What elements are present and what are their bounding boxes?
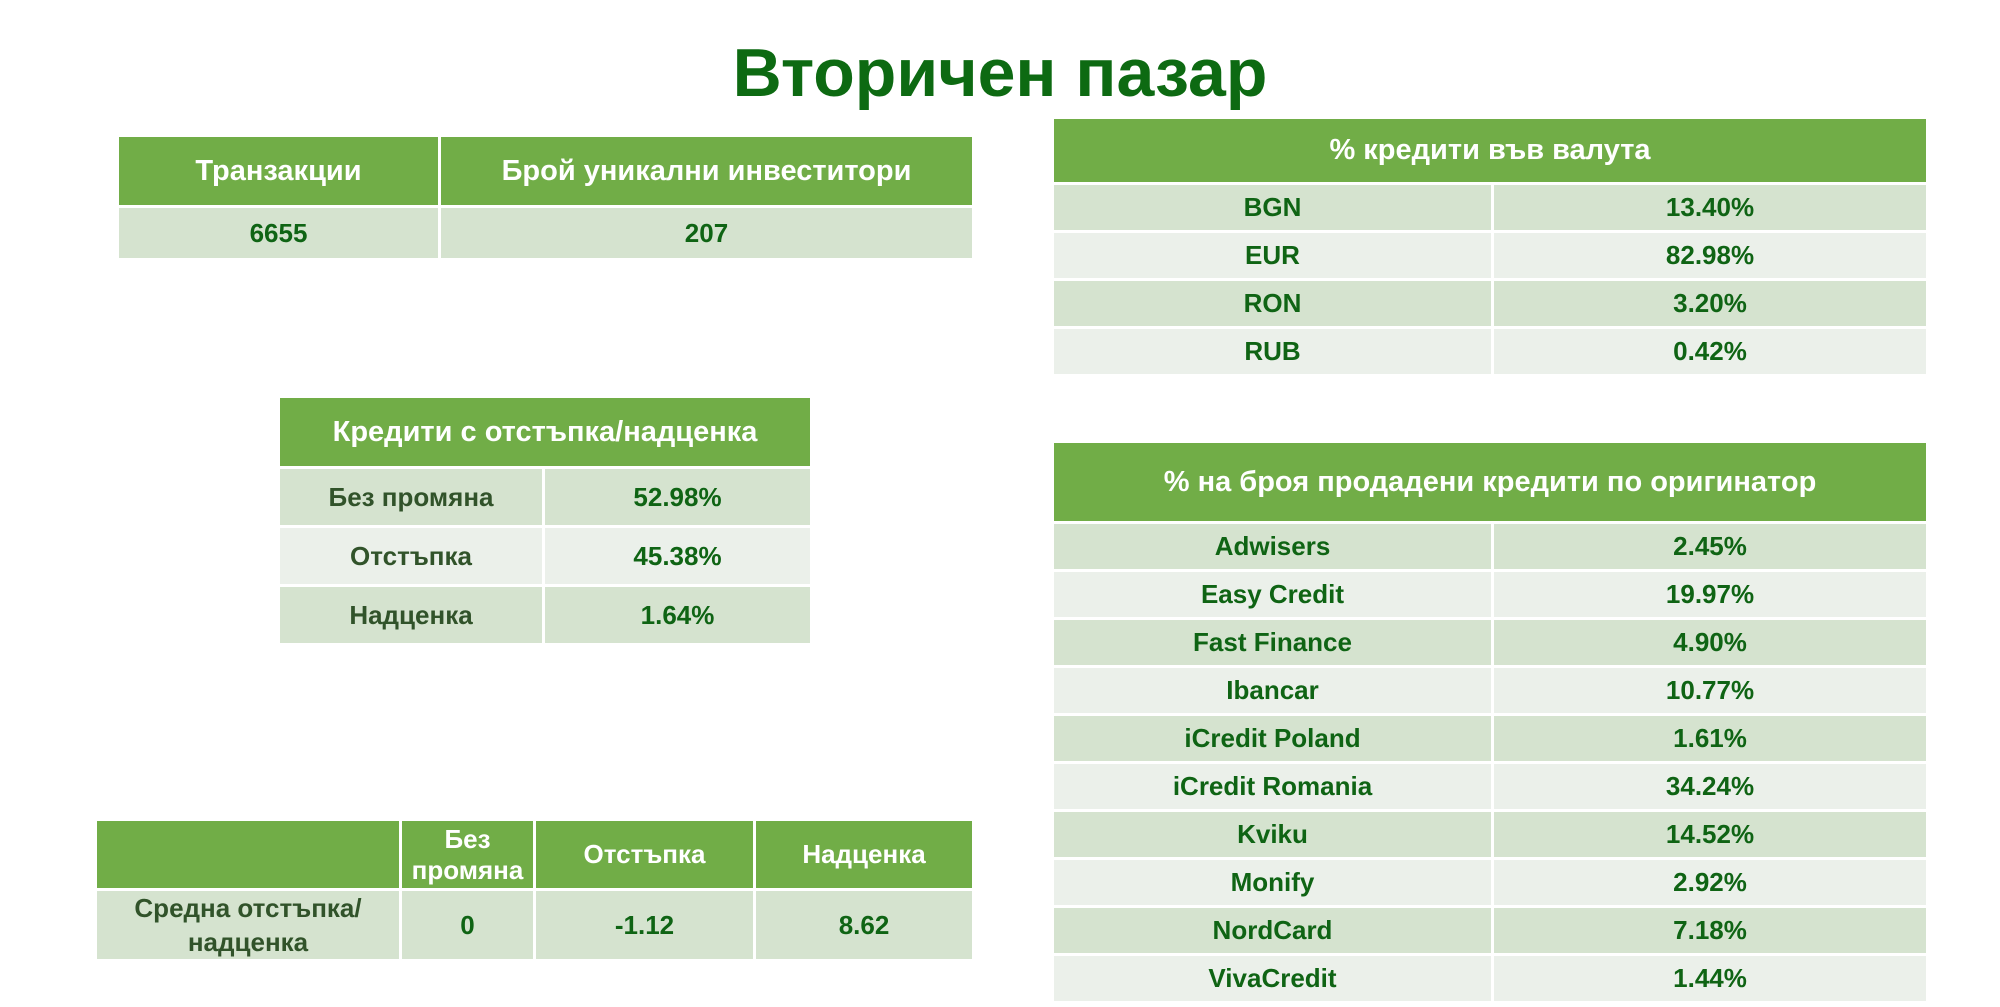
table-row: RUB 0.42% xyxy=(1051,326,1929,377)
table-row: NordCard 7.18% xyxy=(1051,905,1930,956)
row-label: Надценка xyxy=(277,584,545,646)
originator-value: 14.52% xyxy=(1490,809,1930,860)
table-row: RON 3.20% xyxy=(1051,278,1929,329)
originator-value: 10.77% xyxy=(1490,665,1930,716)
originator-value: 2.92% xyxy=(1490,857,1930,908)
discount-value: -1.12 xyxy=(533,888,756,962)
row-value: 45.38% xyxy=(541,525,814,587)
transactions-summary-table: Транзакции Брой уникални инвеститори 665… xyxy=(116,134,975,261)
table-row: BGN 13.40% xyxy=(1051,182,1929,233)
originator-value: 4.90% xyxy=(1490,617,1930,668)
originator-value: 34.24% xyxy=(1490,761,1930,812)
table-row: Kviku 14.52% xyxy=(1051,809,1930,860)
table-row: 6655 207 xyxy=(116,205,975,261)
page-title: Вторичен пазар xyxy=(732,35,1268,111)
table-row: iCredit Poland 1.61% xyxy=(1051,713,1930,764)
originator-label: Ibancar xyxy=(1051,665,1494,716)
originator-label: Adwisers xyxy=(1051,521,1494,572)
row-value: 1.64% xyxy=(541,584,814,646)
currency-label: RON xyxy=(1051,278,1494,329)
table-row: iCredit Romania 34.24% xyxy=(1051,761,1930,812)
row-label: Средна отстъпка/надценка xyxy=(94,888,402,962)
header-discount: Отстъпка xyxy=(533,818,756,891)
table-header-row: Кредити с отстъпка/надценка xyxy=(276,395,814,469)
originator-label: Fast Finance xyxy=(1051,617,1494,668)
average-discount-table: Без промяна Отстъпка Надценка Средна отс… xyxy=(94,818,975,962)
table-row: Без промяна 52.98% xyxy=(277,466,814,528)
header-empty xyxy=(94,818,402,891)
table-row: VivaCredit 1.44% xyxy=(1051,953,1930,1004)
currency-header: % кредити във валута xyxy=(1051,116,1929,185)
table-header-row: Без промяна Отстъпка Надценка xyxy=(94,818,975,891)
currency-label: BGN xyxy=(1051,182,1494,233)
discount-premium-table: Кредити с отстъпка/надценка Без промяна … xyxy=(276,395,814,646)
header-premium: Надценка xyxy=(753,818,975,891)
header-unique-investors: Брой уникални инвеститори xyxy=(438,134,975,208)
unique-investors-value: 207 xyxy=(438,205,975,261)
currency-value: 0.42% xyxy=(1491,326,1929,377)
table-row: Отстъпка 45.38% xyxy=(277,525,814,587)
originator-label: VivaCredit xyxy=(1051,953,1494,1004)
originator-value: 1.44% xyxy=(1490,953,1930,1004)
originator-label: Monify xyxy=(1051,857,1494,908)
currency-value: 82.98% xyxy=(1491,230,1929,281)
originator-label: iCredit Romania xyxy=(1051,761,1494,812)
currency-value: 3.20% xyxy=(1491,278,1929,329)
table-row: EUR 82.98% xyxy=(1051,230,1929,281)
table-header-row: % кредити във валута xyxy=(1051,116,1929,185)
transactions-value: 6655 xyxy=(116,205,441,261)
premium-value: 8.62 xyxy=(753,888,975,962)
originator-label: Kviku xyxy=(1051,809,1494,860)
originator-value: 19.97% xyxy=(1490,569,1930,620)
discount-premium-header: Кредити с отстъпка/надценка xyxy=(276,395,814,469)
row-value: 52.98% xyxy=(541,466,814,528)
originator-value: 2.45% xyxy=(1490,521,1930,572)
header-transactions: Транзакции xyxy=(116,134,441,208)
table-row: Adwisers 2.45% xyxy=(1051,521,1930,572)
originators-table: % на броя продадени кредити по оригинато… xyxy=(1050,440,1930,1004)
currency-label: EUR xyxy=(1051,230,1494,281)
originator-value: 7.18% xyxy=(1490,905,1930,956)
no-change-value: 0 xyxy=(399,888,536,962)
table-row: Средна отстъпка/надценка 0 -1.12 8.62 xyxy=(94,888,975,962)
table-row: Monify 2.92% xyxy=(1051,857,1930,908)
originator-value: 1.61% xyxy=(1490,713,1930,764)
table-row: Ibancar 10.77% xyxy=(1051,665,1930,716)
table-header-row: % на броя продадени кредити по оригинато… xyxy=(1050,440,1930,524)
currency-label: RUB xyxy=(1051,326,1494,377)
originator-label: iCredit Poland xyxy=(1051,713,1494,764)
row-label: Без промяна xyxy=(277,466,545,528)
originator-label: Easy Credit xyxy=(1051,569,1494,620)
table-header-row: Транзакции Брой уникални инвеститори xyxy=(116,134,975,208)
header-no-change: Без промяна xyxy=(399,818,536,891)
currency-value: 13.40% xyxy=(1491,182,1929,233)
row-label: Отстъпка xyxy=(277,525,545,587)
originators-header: % на броя продадени кредити по оригинато… xyxy=(1050,440,1930,524)
currency-table: % кредити във валута BGN 13.40% EUR 82.9… xyxy=(1051,116,1929,377)
table-row: Easy Credit 19.97% xyxy=(1051,569,1930,620)
table-row: Надценка 1.64% xyxy=(277,584,814,646)
originator-label: NordCard xyxy=(1051,905,1494,956)
table-row: Fast Finance 4.90% xyxy=(1051,617,1930,668)
